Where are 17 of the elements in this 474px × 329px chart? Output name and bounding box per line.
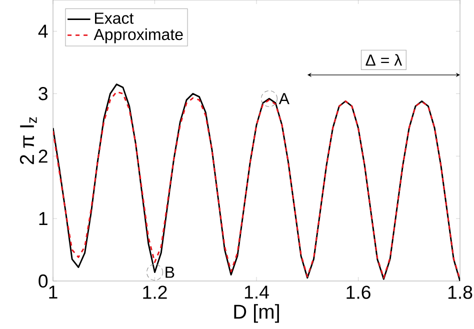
y-tick-label: 4 [38,24,48,38]
x-tick-label: 1.4 [244,286,269,299]
x-tick-label: 1.6 [346,286,370,299]
annotation: Δ = λ [366,54,402,66]
y-tick-label: 3 [38,87,48,100]
x-tick-label: 1.8 [448,286,472,299]
x-tick-label: 1.2 [143,286,167,299]
legend-label: Exact [95,12,134,24]
annotation: B [166,266,174,278]
y-tick-label: 2 [38,150,48,163]
annotation: A [278,93,290,104]
legend-label: Approximate [94,28,183,44]
y-axis-title: 2 π I$_{z}$ [20,117,37,164]
x-tick-label: 1 [49,286,58,299]
y-tick-label: 0 [38,274,48,288]
y-tick-label: 1 [39,212,48,225]
x-axis-title: D [m] [234,304,279,323]
